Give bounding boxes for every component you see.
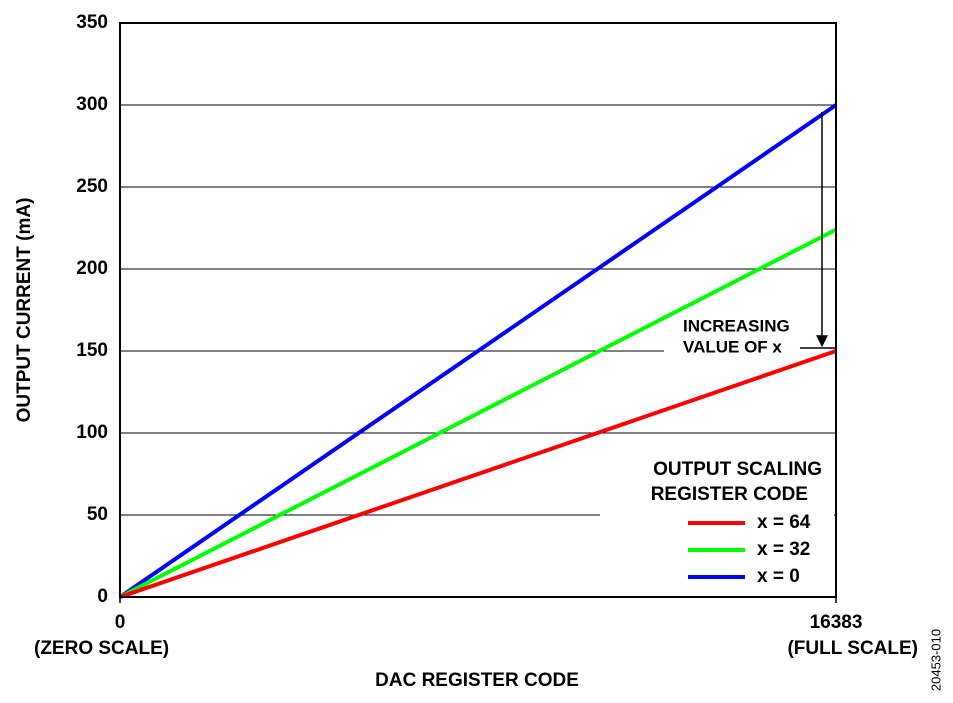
legend-title: OUTPUT SCALING <box>653 459 822 480</box>
legend-title: REGISTER CODE <box>651 484 808 505</box>
y-tick-label: 100 <box>76 422 108 443</box>
legend-label: x = 0 <box>757 566 800 587</box>
x-tick-note: (FULL SCALE) <box>787 638 918 659</box>
x-axis-title: DAC REGISTER CODE <box>375 670 579 691</box>
series-line <box>119 227 837 599</box>
plot-frame <box>119 22 837 598</box>
y-axis-title: OUTPUT CURRENT (mA) <box>14 198 35 423</box>
y-tick-label: 350 <box>76 12 108 33</box>
y-tick-label: 250 <box>76 176 108 197</box>
y-tick-label: 0 <box>97 586 108 607</box>
legend-label: x = 32 <box>757 539 810 560</box>
annotation-text: VALUE OF x <box>683 337 782 356</box>
series-layer <box>118 103 838 599</box>
series-line <box>118 103 838 599</box>
x-tick-note: (ZERO SCALE) <box>34 638 169 659</box>
figure-code: 20453-010 <box>928 629 943 691</box>
annotation-text: INCREASING <box>683 316 790 335</box>
x-tick-label: 16383 <box>810 612 863 633</box>
annotation-background <box>664 314 834 362</box>
series-line <box>119 349 837 599</box>
legend-label: x = 64 <box>757 512 811 533</box>
y-tick-label: 50 <box>87 504 108 525</box>
x-tick-label: 0 <box>115 612 126 633</box>
y-tick-label: 150 <box>76 340 108 361</box>
y-tick-label: 200 <box>76 258 108 279</box>
y-tick-label: 300 <box>76 94 108 115</box>
